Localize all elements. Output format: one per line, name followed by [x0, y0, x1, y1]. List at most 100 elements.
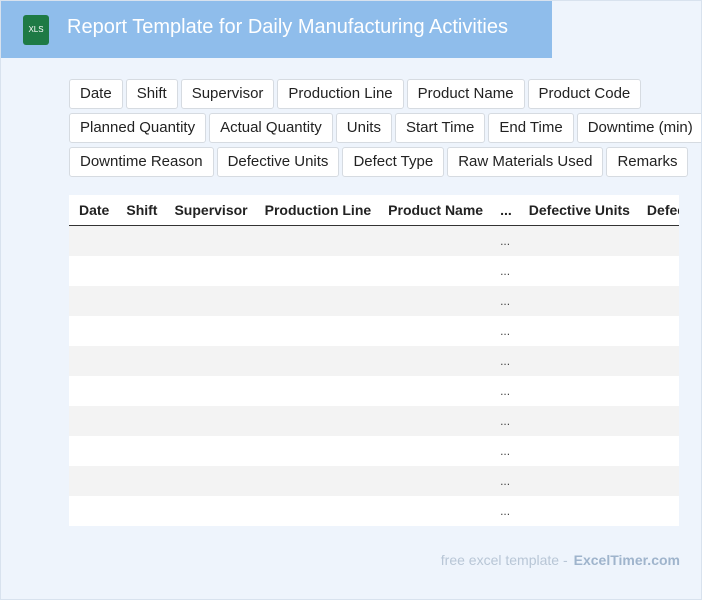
field-row: Planned Quantity Actual Quantity Units Star… [69, 113, 701, 143]
empty-cell [164, 376, 254, 406]
field-tag[interactable]: Defect Type [342, 147, 445, 177]
empty-cell [254, 286, 379, 316]
empty-cell [255, 316, 379, 346]
column-header: Defect Type [636, 195, 679, 226]
ellipsis-cell: ... [500, 264, 511, 278]
empty-cell [636, 225, 679, 256]
footer-brand[interactable]: ExcelTimer.com [573, 552, 680, 568]
empty-cell [116, 436, 164, 466]
empty-cell [69, 466, 117, 496]
empty-cell [116, 286, 165, 316]
footer: free excel template - ExcelTimer.com [441, 552, 680, 568]
empty-cell [69, 286, 117, 316]
empty-cell [255, 256, 379, 286]
empty-cell [69, 316, 116, 346]
empty-cell [164, 346, 255, 376]
empty-cell [164, 436, 254, 466]
empty-cell [378, 496, 490, 526]
empty-cell [519, 316, 637, 346]
title: Report Template for Daily Manufacturing … [67, 16, 508, 38]
table-row: ... [69, 436, 679, 466]
empty-cell [636, 466, 679, 496]
empty-cell [116, 376, 164, 406]
column-header: Supervisor [164, 195, 255, 226]
empty-cell [378, 436, 490, 466]
empty-cell [69, 406, 117, 436]
empty-cell [637, 376, 679, 406]
empty-cell [69, 436, 116, 466]
xls-icon: XLS [23, 15, 49, 45]
ellipsis-cell: ... [490, 346, 519, 376]
field-tag[interactable]: Remarks [606, 147, 689, 177]
empty-cell [518, 466, 637, 496]
empty-cell [116, 256, 164, 286]
ellipsis-cell: ... [500, 504, 511, 518]
empty-cell [519, 496, 637, 526]
empty-cell [518, 225, 637, 256]
field-tag[interactable]: Shift [125, 79, 178, 109]
empty-cell [164, 466, 255, 496]
empty-cell [116, 406, 165, 436]
field-row: Downtime Reason Defective Units Defect Typ… [69, 147, 701, 177]
field-tag[interactable]: Downtime (min) [576, 113, 701, 143]
empty-cell [255, 436, 379, 466]
table-row: ... [69, 496, 679, 526]
field-row: Date Shift Supervisor Production Line Produc… [69, 79, 701, 109]
field-tag[interactable]: Downtime Reason [69, 147, 214, 177]
field-tag[interactable]: Raw Materials Used [447, 147, 604, 177]
header: XLS Report Template for Daily Manufactur… [1, 1, 552, 58]
table-row: ... [69, 346, 679, 376]
empty-cell [254, 346, 379, 376]
column-header: ... [490, 195, 519, 226]
empty-cell [164, 406, 255, 436]
field-tag[interactable]: Product Code [527, 79, 642, 109]
empty-cell [636, 286, 679, 316]
table-row: ... [69, 466, 679, 496]
empty-cell [69, 346, 117, 376]
empty-cell [636, 406, 679, 436]
table-row: ... [69, 376, 679, 406]
empty-cell [636, 346, 679, 376]
field-tag[interactable]: Actual Quantity [209, 113, 333, 143]
empty-cell [255, 376, 379, 406]
ellipsis-cell: ... [500, 324, 511, 338]
empty-cell [164, 225, 255, 256]
ellipsis-cell: ... [490, 406, 519, 436]
field-list: Date Shift Supervisor Production Line Produc… [69, 79, 701, 181]
empty-cell [378, 316, 490, 346]
empty-cell [255, 496, 379, 526]
header-row: Date Shift Supervisor Production Line Produc… [69, 195, 679, 226]
field-tag[interactable]: Supervisor [180, 79, 275, 109]
empty-cell [116, 316, 164, 346]
ellipsis-cell: ... [490, 286, 519, 316]
field-tag[interactable]: Units [335, 113, 392, 143]
table-row: ... [69, 406, 679, 436]
ellipsis-cell: ... [500, 384, 511, 398]
empty-cell [116, 466, 165, 496]
empty-cell [378, 286, 491, 316]
empty-cell [116, 225, 165, 256]
field-tag[interactable]: Planned Quantity [69, 113, 207, 143]
table-row: ... [69, 256, 679, 286]
field-tag[interactable]: Production Line [277, 79, 404, 109]
empty-cell [254, 466, 379, 496]
empty-cell [637, 436, 679, 466]
empty-cell [69, 496, 116, 526]
field-tag[interactable]: Product Name [406, 79, 525, 109]
field-tag[interactable]: Defective Units [216, 147, 340, 177]
field-tag[interactable]: Date [69, 79, 123, 109]
empty-cell [519, 256, 637, 286]
table-row: ... [69, 225, 679, 256]
empty-cell [378, 346, 491, 376]
empty-cell [378, 376, 490, 406]
ellipsis-cell: ... [500, 444, 511, 458]
empty-cell [518, 346, 637, 376]
empty-cell [69, 376, 116, 406]
empty-cell [378, 466, 491, 496]
ellipsis-cell: ... [490, 225, 519, 256]
field-tag[interactable]: End Time [488, 113, 574, 143]
field-tag[interactable]: Start Time [394, 113, 486, 143]
empty-cell [637, 256, 679, 286]
empty-cell [164, 496, 254, 526]
